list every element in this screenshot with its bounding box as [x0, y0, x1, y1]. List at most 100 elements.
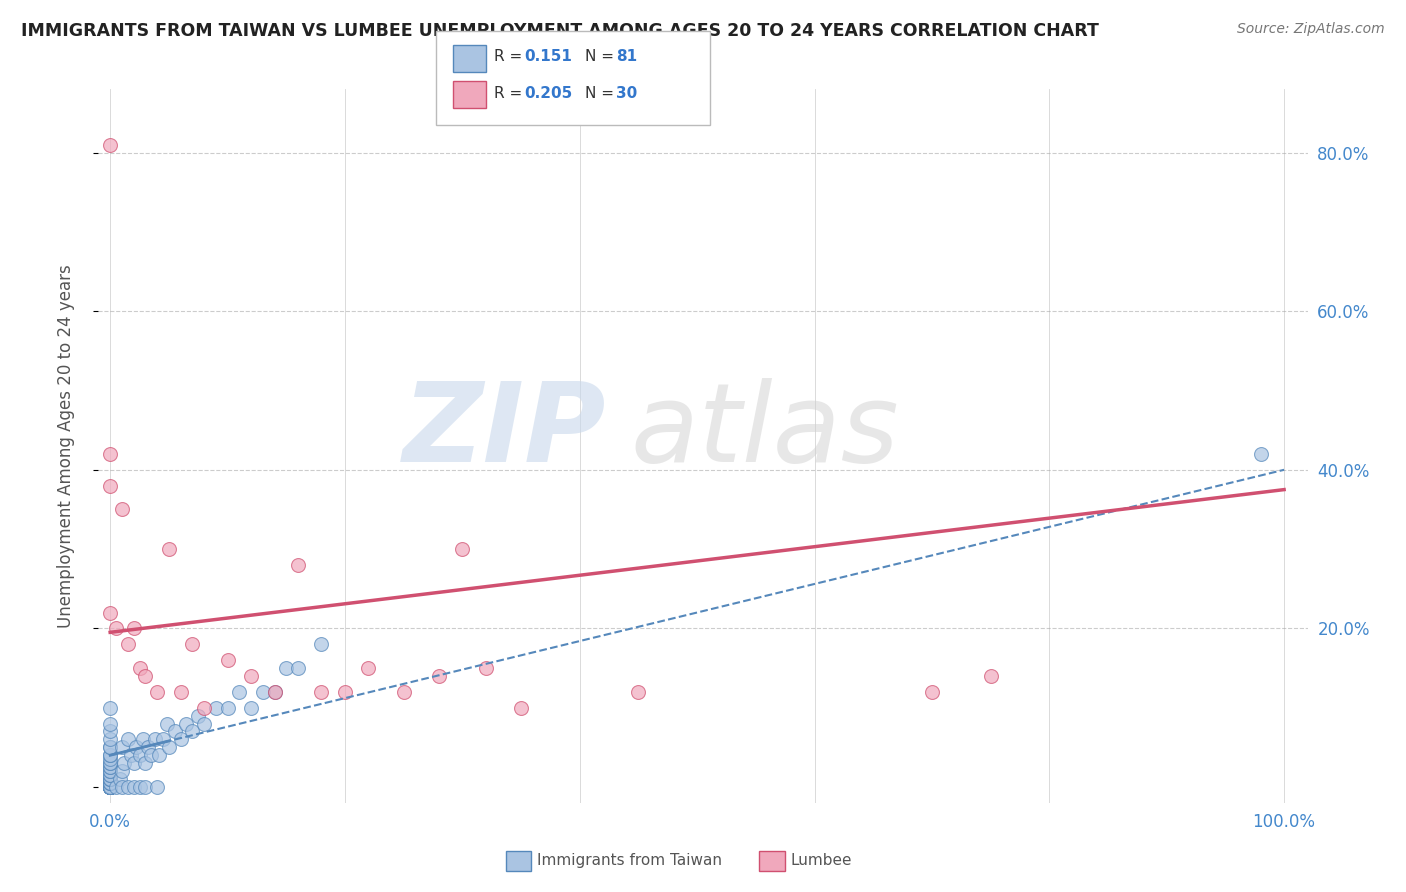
- Point: [122, 780, 145, 794]
- Point: [627, 685, 650, 699]
- Point: [98, 732, 121, 747]
- Point: [228, 685, 250, 699]
- Point: [240, 700, 263, 714]
- Point: [357, 661, 380, 675]
- Point: [263, 685, 285, 699]
- Point: [117, 637, 139, 651]
- Text: Source: ZipAtlas.com: Source: ZipAtlas.com: [1237, 22, 1385, 37]
- Point: [98, 478, 121, 492]
- Text: R =: R =: [494, 49, 527, 63]
- Point: [98, 760, 121, 774]
- Point: [451, 542, 474, 557]
- Point: [128, 780, 150, 794]
- Point: [176, 716, 198, 731]
- Point: [98, 716, 121, 731]
- Point: [98, 740, 121, 755]
- Point: [98, 606, 121, 620]
- Point: [136, 740, 159, 755]
- Point: [98, 724, 121, 739]
- Point: [311, 685, 333, 699]
- Text: R =: R =: [494, 87, 527, 101]
- Point: [98, 780, 121, 794]
- Point: [980, 669, 1002, 683]
- Point: [98, 780, 121, 794]
- Point: [98, 780, 121, 794]
- Point: [193, 716, 215, 731]
- Point: [98, 756, 121, 771]
- Point: [111, 502, 134, 516]
- Point: [122, 756, 145, 771]
- Point: [125, 740, 148, 755]
- Point: [117, 780, 139, 794]
- Point: [98, 137, 121, 152]
- Text: 0.205: 0.205: [524, 87, 572, 101]
- Text: 30: 30: [616, 87, 637, 101]
- Point: [98, 780, 121, 794]
- Point: [134, 756, 156, 771]
- Point: [157, 542, 180, 557]
- Point: [122, 621, 145, 635]
- Point: [128, 661, 150, 675]
- Point: [1250, 447, 1272, 461]
- Point: [111, 740, 134, 755]
- Point: [921, 685, 943, 699]
- Point: [117, 732, 139, 747]
- Point: [163, 724, 186, 739]
- Point: [333, 685, 356, 699]
- Point: [287, 661, 309, 675]
- Text: IMMIGRANTS FROM TAIWAN VS LUMBEE UNEMPLOYMENT AMONG AGES 20 TO 24 YEARS CORRELAT: IMMIGRANTS FROM TAIWAN VS LUMBEE UNEMPLO…: [21, 22, 1099, 40]
- Point: [141, 748, 163, 763]
- Point: [169, 732, 191, 747]
- Point: [155, 716, 177, 731]
- Point: [98, 780, 121, 794]
- Text: N =: N =: [585, 49, 619, 63]
- Point: [98, 780, 121, 794]
- Point: [240, 669, 263, 683]
- Point: [98, 780, 121, 794]
- Point: [311, 637, 333, 651]
- Point: [287, 558, 309, 572]
- Point: [169, 685, 191, 699]
- Point: [98, 780, 121, 794]
- Point: [98, 700, 121, 714]
- Point: [98, 776, 121, 790]
- Point: [112, 756, 135, 771]
- Point: [98, 760, 121, 774]
- Point: [98, 764, 121, 778]
- Point: [111, 764, 134, 778]
- Text: 81: 81: [616, 49, 637, 63]
- Y-axis label: Unemployment Among Ages 20 to 24 years: Unemployment Among Ages 20 to 24 years: [56, 264, 75, 628]
- Point: [181, 637, 204, 651]
- Text: atlas: atlas: [630, 378, 898, 485]
- Point: [143, 732, 166, 747]
- Point: [152, 732, 174, 747]
- Point: [98, 752, 121, 766]
- Point: [427, 669, 450, 683]
- Point: [217, 653, 239, 667]
- Point: [98, 768, 121, 782]
- Text: 0.151: 0.151: [524, 49, 572, 63]
- Point: [98, 772, 121, 786]
- Point: [193, 700, 215, 714]
- Point: [98, 776, 121, 790]
- Point: [148, 748, 170, 763]
- Point: [98, 780, 121, 794]
- Point: [510, 700, 533, 714]
- Point: [120, 748, 142, 763]
- Point: [134, 780, 156, 794]
- Point: [98, 780, 121, 794]
- Point: [276, 661, 298, 675]
- Point: [98, 768, 121, 782]
- Point: [204, 700, 226, 714]
- Point: [98, 780, 121, 794]
- Point: [98, 780, 121, 794]
- Text: Immigrants from Taiwan: Immigrants from Taiwan: [537, 854, 723, 868]
- Point: [111, 780, 134, 794]
- Point: [98, 780, 121, 794]
- Point: [217, 700, 239, 714]
- Point: [98, 780, 121, 794]
- Point: [392, 685, 415, 699]
- Point: [98, 447, 121, 461]
- Point: [181, 724, 204, 739]
- Point: [98, 748, 121, 763]
